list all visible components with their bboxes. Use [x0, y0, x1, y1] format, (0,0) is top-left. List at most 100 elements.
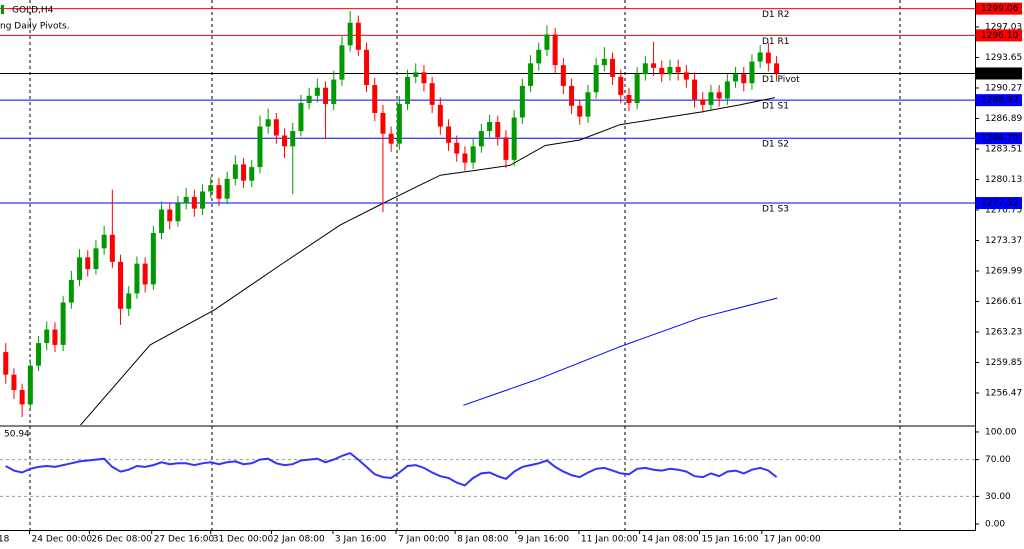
price-box	[976, 197, 1022, 210]
y-tick-label: 1276.75	[985, 205, 1022, 215]
symbol-label: GOLD,H4	[12, 6, 54, 16]
candle-body	[208, 185, 214, 192]
candle-body	[487, 121, 493, 132]
candle-body	[765, 52, 771, 64]
candle-body	[77, 257, 83, 280]
price-box-label: 1299.06	[981, 4, 1018, 14]
x-tick-label: 15 Jan 16:00	[701, 535, 758, 545]
candle-body	[216, 185, 222, 199]
x-tick-label: 24 Dec 00:00	[32, 535, 93, 545]
candle-body	[36, 343, 42, 366]
candle-body	[569, 85, 575, 106]
candle-body	[429, 83, 435, 105]
symbol-icon	[1, 5, 4, 14]
candle-body	[700, 99, 706, 105]
x-tick-label: 7 Jan 00:00	[398, 535, 450, 545]
candle-body	[626, 94, 632, 104]
price-box-label: 1291.88	[981, 69, 1018, 79]
candle-body	[265, 119, 271, 127]
candle-body	[683, 72, 689, 80]
price-box	[976, 29, 1022, 42]
candle-body	[601, 58, 607, 66]
candle-body	[741, 74, 747, 84]
y-tick-label: 1297.03	[985, 22, 1022, 32]
period-separators	[29, 0, 901, 530]
oscillator-panel	[0, 451, 975, 497]
candle-body	[273, 119, 279, 136]
price-panel: D1 R2 D1 R1 D1 Pivot D1 S1 D1 S2 D1 S3	[0, 8, 975, 425]
candle-body	[44, 329, 50, 344]
pivot-label: D1 R2	[762, 10, 790, 20]
candle-body	[692, 79, 698, 100]
candle-body	[642, 63, 648, 75]
candle-body	[577, 105, 583, 117]
candle-body	[388, 133, 394, 144]
candle-body	[126, 293, 132, 309]
y-tick-label: 1286.89	[985, 114, 1022, 124]
candle-body	[774, 63, 780, 74]
osc-tick-label: 30.00	[985, 492, 1011, 502]
x-tick-label: 8 Jan 08:00	[457, 535, 509, 545]
y-tick-label: 1273.37	[985, 236, 1022, 246]
candle-body	[27, 365, 33, 405]
candle-body	[249, 167, 255, 181]
candle-body	[454, 142, 460, 154]
y-tick-label: 1266.61	[985, 297, 1022, 307]
candle-body	[413, 72, 419, 77]
y-tick-label: 1280.13	[985, 175, 1022, 185]
candle-body	[659, 67, 665, 75]
indicator-label: ng Daily Pivots.	[0, 22, 70, 32]
candle-body	[323, 87, 329, 104]
candle-body	[495, 121, 501, 138]
price-box-label: 1288.92	[981, 96, 1018, 106]
candle-body	[60, 302, 66, 345]
x-tick-label: 17 Jan 00:00	[764, 535, 821, 545]
moving-average	[463, 297, 778, 406]
price-box-label: 1277.52	[981, 199, 1018, 209]
candle-body	[175, 203, 181, 222]
pivot-label: D1 R1	[762, 37, 790, 47]
y-tick-label: 1256.47	[985, 388, 1022, 398]
pivot-label: D1 S3	[762, 205, 789, 215]
price-box	[976, 2, 1022, 15]
candle-body	[134, 263, 140, 294]
candle-body	[733, 74, 739, 82]
oscillator-value: 50.94	[4, 430, 30, 440]
candle-body	[544, 34, 550, 50]
candle-body	[610, 58, 616, 77]
price-box	[976, 67, 1022, 80]
candle-body	[282, 135, 288, 147]
candle-body	[290, 131, 296, 147]
candle-body	[519, 85, 525, 118]
candle-body	[200, 191, 206, 209]
x-tick-label: 2018	[0, 535, 10, 545]
candle-body	[552, 34, 558, 66]
moving-average	[80, 97, 776, 425]
candle-body	[85, 257, 91, 270]
candle-body	[708, 92, 714, 105]
osc-tick-label: 100.00	[985, 427, 1017, 437]
candle-body	[405, 76, 411, 104]
candle-body	[19, 389, 25, 405]
candle-body	[618, 76, 624, 95]
candle-body	[118, 261, 124, 309]
candle-body	[232, 164, 238, 179]
x-tick-label: 3 Jan 16:00	[335, 535, 387, 545]
x-tick-label: 11 Jan 00:00	[581, 535, 638, 545]
y-tick-label: 1263.23	[985, 327, 1022, 337]
candle-body	[470, 146, 476, 163]
candle-body	[634, 74, 640, 104]
candle-body	[421, 72, 427, 84]
candle-body	[314, 87, 320, 96]
candle-body	[667, 66, 673, 75]
osc-tick-label: 0.00	[985, 520, 1005, 530]
candle-body	[675, 66, 681, 73]
candle-body	[167, 209, 173, 222]
candle-body	[396, 103, 402, 144]
candle-body	[511, 117, 517, 160]
x-tick-label: 31 Dec 00:00	[213, 535, 274, 545]
candle-body	[536, 49, 542, 64]
pivot-label: D1 S2	[762, 140, 789, 150]
